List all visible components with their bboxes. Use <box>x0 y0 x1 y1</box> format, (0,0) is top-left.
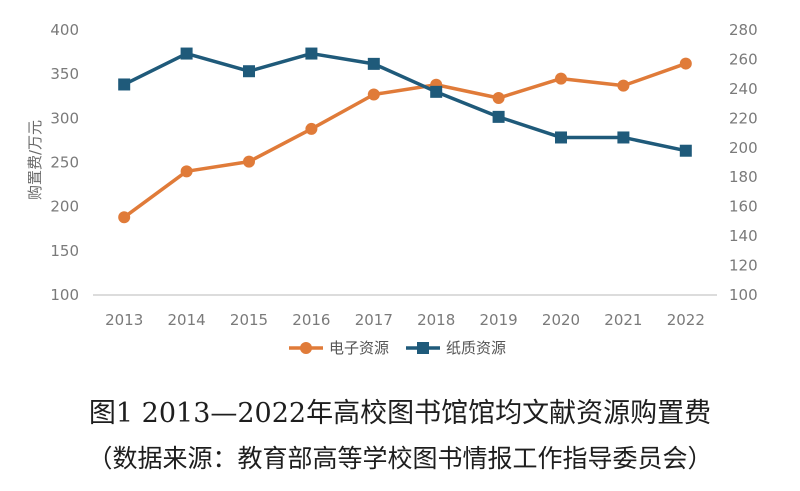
right-tick-label: 220 <box>729 109 758 127</box>
data-point <box>492 92 505 105</box>
right-tick-label: 180 <box>729 168 758 186</box>
right-axis-ticks: 100 120 140 160 180 200 220 240 260 280 <box>729 21 758 304</box>
series-layer <box>118 47 692 224</box>
figure-caption-source: （数据来源：教育部高等学校图书情报工作指导委员会） <box>87 444 712 473</box>
data-point <box>492 110 505 123</box>
x-axis-ticks: 2013 2014 2015 2016 2017 2018 2019 2020 2021 2022 <box>105 311 705 329</box>
series-line <box>122 61 688 220</box>
data-point <box>430 85 443 98</box>
legend: 电子资源 纸质资源 <box>289 339 506 357</box>
data-point <box>617 131 630 144</box>
data-point <box>243 65 255 78</box>
data-point <box>180 165 193 178</box>
x-tick-label: 2017 <box>355 311 393 329</box>
y-axis-label: 购置费/万元 <box>26 120 44 200</box>
x-tick-label: 2022 <box>667 311 705 329</box>
x-tick-label: 2014 <box>168 311 206 329</box>
legend-marker <box>300 342 312 354</box>
data-point <box>118 211 131 224</box>
legend-label: 电子资源 <box>329 339 389 357</box>
right-tick-label: 160 <box>729 198 758 216</box>
legend-item: 电子资源 <box>289 339 389 357</box>
left-tick-label: 150 <box>50 242 79 260</box>
data-point <box>367 57 380 70</box>
x-tick-label: 2015 <box>230 311 268 329</box>
right-tick-label: 260 <box>729 50 758 68</box>
data-point <box>679 144 692 157</box>
data-point <box>367 88 380 101</box>
data-point <box>555 72 567 85</box>
right-tick-label: 120 <box>729 257 758 275</box>
series-1 <box>118 57 692 224</box>
series-2 <box>118 47 692 157</box>
x-tick-label: 2013 <box>105 311 143 329</box>
left-tick-label: 250 <box>50 154 79 172</box>
left-tick-label: 200 <box>50 198 79 216</box>
right-tick-label: 100 <box>729 286 758 304</box>
data-point <box>305 122 318 135</box>
data-point <box>679 57 692 70</box>
x-tick-label: 2021 <box>604 311 642 329</box>
left-tick-label: 400 <box>50 21 79 39</box>
data-point <box>118 78 131 91</box>
right-tick-label: 140 <box>729 227 758 245</box>
data-point <box>555 131 567 144</box>
x-tick-label: 2019 <box>480 311 518 329</box>
x-tick-label: 2018 <box>417 311 455 329</box>
legend-label: 纸质资源 <box>446 339 506 357</box>
legend-item: 纸质资源 <box>406 339 506 357</box>
series-line <box>122 51 688 153</box>
x-tick-label: 2016 <box>292 311 330 329</box>
data-point <box>180 47 193 60</box>
left-axis-ticks: 100 150 200 250 300 350 400 <box>50 21 79 304</box>
right-tick-label: 200 <box>729 139 758 157</box>
left-tick-label: 350 <box>50 65 79 83</box>
left-tick-label: 300 <box>50 109 79 127</box>
figure-caption-title: 图1 2013—2022年高校图书馆馆均文献资源购置费 <box>89 398 711 429</box>
right-tick-label: 280 <box>729 21 758 39</box>
legend-marker <box>417 342 429 354</box>
x-tick-label: 2020 <box>542 311 580 329</box>
left-tick-label: 100 <box>50 286 79 304</box>
data-point <box>305 47 318 60</box>
right-tick-label: 240 <box>729 80 758 98</box>
data-point <box>243 155 255 168</box>
data-point <box>617 79 630 92</box>
